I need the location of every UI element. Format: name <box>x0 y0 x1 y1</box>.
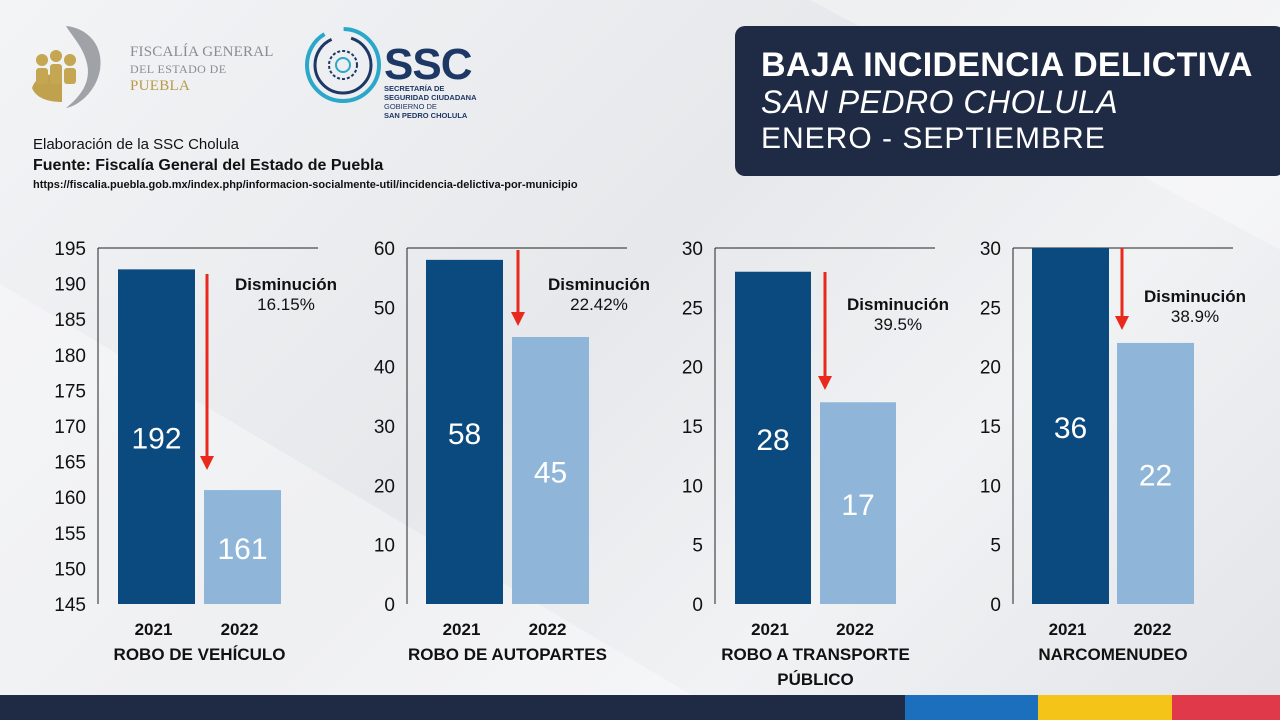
chart-title: ROBO DE AUTOPARTES <box>408 645 607 664</box>
x-tick-label: 2021 <box>751 620 789 639</box>
chart-title: NARCOMENUDEO <box>1038 645 1187 664</box>
y-tick-label: 5 <box>692 536 703 557</box>
x-tick-label: 2022 <box>529 620 567 639</box>
title-line3: ENERO - SEPTIEMBRE <box>761 122 1106 155</box>
chart-title: PÚBLICO <box>777 670 854 689</box>
y-tick-label: 0 <box>384 595 395 616</box>
title-line2: SAN PEDRO CHOLULA <box>761 84 1119 120</box>
decrease-annotation-label: Disminución <box>1144 287 1246 306</box>
ssc-logo: SSC SECRETARÍA DE SEGURIDAD CIUDADANA GO… <box>300 22 500 120</box>
footer-stripe-blue <box>905 695 1038 720</box>
decrease-annotation-label: Disminución <box>548 275 650 294</box>
y-tick-label: 150 <box>54 559 86 580</box>
ssc-logo-sub3: GOBIERNO DE <box>384 102 437 111</box>
chart-title: ROBO DE VEHÍCULO <box>114 645 286 664</box>
fiscalia-logo: FISCALÍA GENERAL DEL ESTADO DE PUEBLA <box>26 22 276 112</box>
bar-value-label: 192 <box>131 423 181 456</box>
y-tick-label: 145 <box>54 595 86 616</box>
y-tick-label: 0 <box>692 595 703 616</box>
y-tick-label: 20 <box>980 358 1001 379</box>
bar-2022 <box>1117 342 1194 604</box>
bar-value-label: 58 <box>448 418 481 451</box>
source-reference: Fuente: Fiscalía General del Estado de P… <box>33 157 384 174</box>
y-tick-label: 155 <box>54 524 86 545</box>
x-tick-label: 2022 <box>836 620 874 639</box>
bar-value-label: 22 <box>1139 459 1172 492</box>
bar-2021 <box>735 271 811 604</box>
bar-value-label: 36 <box>1054 412 1087 445</box>
decrease-arrow-head <box>818 376 832 390</box>
y-tick-label: 25 <box>682 298 703 319</box>
y-tick-label: 60 <box>374 239 395 260</box>
decrease-annotation-label: Disminución <box>235 275 337 294</box>
fiscalia-logo-line2: DEL ESTADO DE <box>130 62 227 76</box>
ssc-logo-sub4: SAN PEDRO CHOLULA <box>384 111 468 120</box>
y-tick-label: 165 <box>54 453 86 474</box>
title-box: BAJA INCIDENCIA DELICTIVA SAN PEDRO CHOL… <box>735 26 1280 176</box>
y-tick-label: 30 <box>682 239 703 260</box>
source-credit: Elaboración de la SSC Cholula <box>33 136 239 153</box>
bar-2021 <box>118 269 195 604</box>
fiscalia-logo-text: FISCALÍA GENERAL DEL ESTADO DE PUEBLA <box>130 44 274 95</box>
y-tick-label: 185 <box>54 310 86 331</box>
y-tick-label: 40 <box>374 358 395 379</box>
fiscalia-emblem-icon <box>32 26 101 108</box>
y-tick-label: 175 <box>54 381 86 402</box>
footer-stripe-red <box>1172 695 1280 720</box>
bar-value-label: 161 <box>217 533 267 566</box>
bar-value-label: 28 <box>756 424 789 457</box>
decrease-arrow-head <box>1115 316 1129 330</box>
x-tick-label: 2021 <box>1049 620 1087 639</box>
y-tick-label: 170 <box>54 417 86 438</box>
decrease-arrow-head <box>511 312 525 326</box>
y-tick-label: 10 <box>374 536 395 557</box>
bar-value-label: 45 <box>534 457 567 490</box>
x-tick-label: 2021 <box>135 620 173 639</box>
ssc-logo-subtitle: SECRETARÍA DE SEGURIDAD CIUDADANA GOBIER… <box>384 84 477 120</box>
ssc-logo-name: SSC <box>384 40 472 89</box>
y-tick-label: 30 <box>980 239 1001 260</box>
bar-2022 <box>512 337 589 604</box>
y-tick-label: 5 <box>990 536 1001 557</box>
source-url: https://fiscalia.puebla.gob.mx/index.php… <box>33 179 578 191</box>
y-tick-label: 25 <box>980 298 1001 319</box>
title-line1: BAJA INCIDENCIA DELICTIVA <box>761 46 1253 84</box>
y-tick-label: 50 <box>374 298 395 319</box>
bar-2021 <box>426 259 503 604</box>
y-tick-label: 15 <box>980 417 1001 438</box>
decrease-annotation-value: 39.5% <box>874 315 922 334</box>
fiscalia-logo-line3: PUEBLA <box>130 78 191 94</box>
y-tick-label: 195 <box>54 239 86 260</box>
bar-2021 <box>1032 248 1109 604</box>
fiscalia-logo-line1: FISCALÍA GENERAL <box>130 44 274 60</box>
y-tick-label: 20 <box>682 358 703 379</box>
y-tick-label: 0 <box>990 595 1001 616</box>
y-tick-label: 180 <box>54 346 86 367</box>
ssc-logo-sub1: SECRETARÍA DE <box>384 84 445 93</box>
ssc-logo-sub2: SEGURIDAD CIUDADANA <box>384 93 477 102</box>
decrease-arrow-head <box>200 456 214 470</box>
y-tick-label: 30 <box>374 417 395 438</box>
decrease-annotation-value: 16.15% <box>257 295 315 314</box>
y-tick-label: 10 <box>682 476 703 497</box>
bar-2022 <box>820 402 896 604</box>
bar-value-label: 17 <box>841 489 874 522</box>
y-tick-label: 160 <box>54 488 86 509</box>
footer-stripe-yellow <box>1038 695 1172 720</box>
y-tick-label: 190 <box>54 275 86 296</box>
x-tick-label: 2022 <box>1134 620 1172 639</box>
chart-title: ROBO A TRANSPORTE <box>721 645 910 664</box>
x-tick-label: 2021 <box>443 620 481 639</box>
y-tick-label: 15 <box>682 417 703 438</box>
y-tick-label: 20 <box>374 476 395 497</box>
decrease-annotation-value: 38.9% <box>1171 307 1219 326</box>
bar-2022 <box>204 490 281 604</box>
decrease-annotation-label: Disminución <box>847 295 949 314</box>
x-tick-label: 2022 <box>221 620 259 639</box>
y-tick-label: 10 <box>980 476 1001 497</box>
ssc-emblem-icon <box>305 27 381 103</box>
decrease-annotation-value: 22.42% <box>570 295 628 314</box>
